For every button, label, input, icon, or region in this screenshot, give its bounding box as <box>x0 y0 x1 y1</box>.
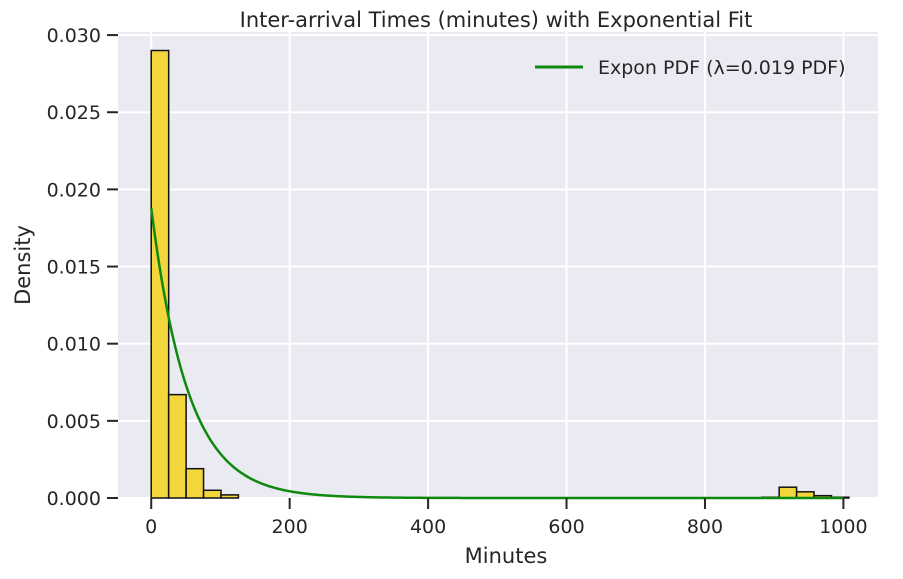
y-axis: 0.000 0.005 0.010 0.015 0.020 0.025 0.030 <box>47 25 118 510</box>
legend-label: Expon PDF (λ=0.019 PDF) <box>598 57 846 79</box>
y-tick-label: 0.015 <box>47 257 101 279</box>
y-axis-label: Density <box>11 225 35 305</box>
x-tick-label: 1000 <box>819 516 867 538</box>
plot-background <box>118 32 878 498</box>
histogram-bar <box>202 489 222 499</box>
exponential-fit-line <box>149 207 844 500</box>
x-axis-label: Minutes <box>465 544 548 568</box>
histogram-bar <box>167 393 187 499</box>
y-tick-label: 0.025 <box>47 102 101 124</box>
x-tick-label: 800 <box>687 516 723 538</box>
legend: Expon PDF (λ=0.019 PDF) <box>535 57 846 79</box>
y-tick-label: 0.020 <box>47 179 101 201</box>
histogram-bar <box>220 494 240 499</box>
y-tick-label: 0.030 <box>47 25 101 47</box>
x-tick-label: 600 <box>548 516 584 538</box>
x-tick-label: 200 <box>272 516 308 538</box>
y-tick-label: 0.000 <box>47 488 101 510</box>
x-tick-label: 400 <box>410 516 446 538</box>
fit-line-group <box>149 207 844 500</box>
x-axis: 0 200 400 600 800 1000 <box>145 498 868 538</box>
histogram-bar <box>778 486 798 499</box>
x-tick-label: 0 <box>145 516 157 538</box>
chart-title: Inter-arrival Times (minutes) with Expon… <box>240 8 753 32</box>
histogram-bar <box>185 467 205 499</box>
y-tick-label: 0.005 <box>47 411 101 433</box>
grid <box>118 32 878 499</box>
y-tick-label: 0.010 <box>47 334 101 356</box>
